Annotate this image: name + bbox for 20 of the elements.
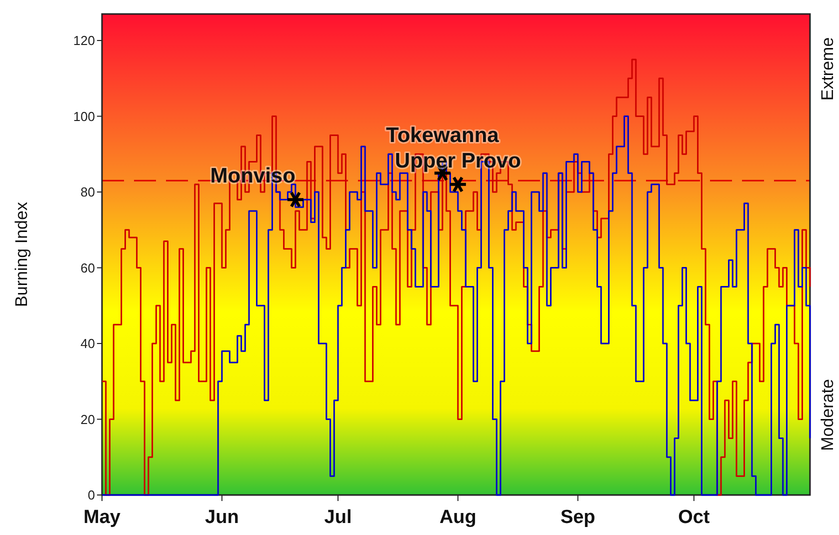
point — [448, 176, 468, 193]
y-tick-label: 40 — [80, 336, 95, 352]
y-tick-label: 0 — [88, 488, 95, 503]
x-tick-label: Aug — [439, 507, 476, 528]
y-tick-label: 60 — [80, 260, 95, 276]
x-tick-label: Jun — [205, 507, 239, 528]
y-tick-label: 100 — [73, 108, 95, 124]
x-tick-label: May — [84, 507, 121, 528]
x-tick-label: Oct — [678, 507, 710, 528]
annotation: Tokewanna — [386, 124, 500, 148]
annotation: Upper Provo — [394, 149, 521, 172]
x-tick-label: Jul — [324, 507, 352, 528]
y-tick-label: 20 — [80, 412, 95, 427]
point — [286, 191, 305, 208]
text: Extreme — [818, 37, 837, 101]
x-tick-label: Sep — [560, 507, 596, 528]
y-tick-label: 80 — [80, 184, 95, 200]
y-tick-label: 120 — [73, 33, 95, 48]
text: Moderate — [818, 379, 837, 451]
y-axis-title: Burning Index — [12, 202, 31, 307]
